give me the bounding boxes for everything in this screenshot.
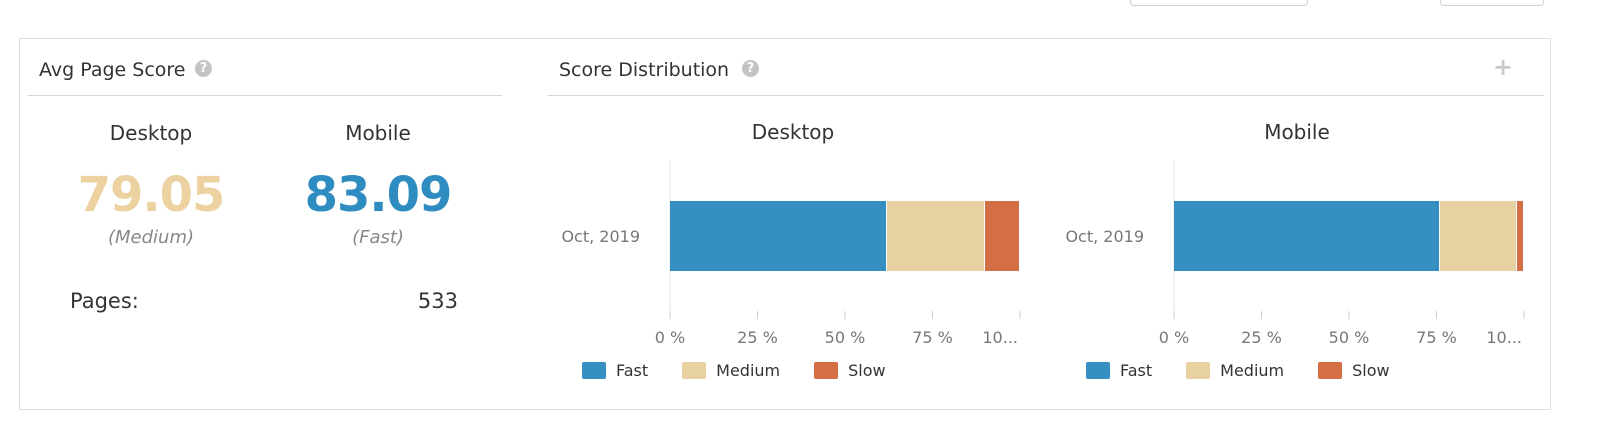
- legend-label: Slow: [1352, 361, 1390, 380]
- x-tick-label: 50 %: [825, 328, 866, 347]
- add-icon[interactable]: +: [1493, 53, 1514, 81]
- category-label: Oct, 2019: [561, 227, 640, 246]
- help-icon[interactable]: ?: [742, 60, 759, 77]
- x-tick-label: 50 %: [1329, 328, 1370, 347]
- avg-page-score-title: Avg Page Score: [39, 59, 186, 81]
- legend-label: Fast: [616, 361, 649, 380]
- bar-segment-medium[interactable]: [1440, 201, 1516, 271]
- bar-segment-fast[interactable]: [1174, 201, 1439, 271]
- legend-item-medium[interactable]: Medium: [1186, 361, 1284, 380]
- legend-item-slow[interactable]: Slow: [814, 361, 886, 380]
- chart-title: Desktop: [752, 120, 834, 144]
- legend-swatch: [814, 362, 839, 379]
- chart-svg: Desktop Oct, 2019 0 % 25 % 50 % 75 % 10...: [561, 120, 1021, 347]
- mobile-legend: Fast Medium Slow: [1086, 361, 1424, 380]
- x-tick-label: 10...: [982, 328, 1018, 347]
- left-divider: [28, 95, 502, 96]
- dashboard-card: Avg Page Score ? Desktop Mobile 79.05 83…: [19, 38, 1551, 410]
- legend-item-slow[interactable]: Slow: [1318, 361, 1390, 380]
- legend-label: Medium: [1220, 361, 1285, 380]
- legend-swatch: [682, 362, 707, 379]
- top-control-left[interactable]: [1130, 0, 1308, 6]
- mobile-rating: (Fast): [352, 227, 404, 248]
- legend-label: Slow: [848, 361, 886, 380]
- x-tick-label: 75 %: [912, 328, 953, 347]
- right-divider: [548, 95, 1544, 96]
- x-tick-label: 0 %: [1159, 328, 1189, 347]
- score-distribution-title: Score Distribution: [559, 59, 730, 81]
- legend-swatch: [1186, 362, 1211, 379]
- legend-swatch: [1086, 362, 1110, 379]
- legend-item-medium[interactable]: Medium: [682, 361, 780, 380]
- legend-item-fast[interactable]: Fast: [582, 361, 648, 380]
- x-tick-label: 25 %: [1241, 328, 1282, 347]
- bar-segment-slow[interactable]: [985, 201, 1019, 271]
- legend-swatch: [1318, 362, 1343, 379]
- mobile-label: Mobile: [345, 121, 411, 145]
- pages-value: 533: [417, 289, 458, 313]
- x-tick-label: 0 %: [655, 328, 685, 347]
- bar-segment-medium[interactable]: [887, 201, 984, 271]
- legend-label: Fast: [1120, 361, 1153, 380]
- desktop-distribution-chart: Desktop Oct, 2019 0 % 25 % 50 % 75 % 10...: [540, 111, 1040, 401]
- legend-swatch: [582, 362, 606, 379]
- x-tick-label: 10...: [1486, 328, 1522, 347]
- legend-item-fast[interactable]: Fast: [1086, 361, 1152, 380]
- top-control-right[interactable]: [1440, 0, 1544, 6]
- pages-label: Pages:: [70, 289, 139, 313]
- mobile-score: 83.09: [304, 167, 453, 223]
- chart-title: Mobile: [1264, 120, 1330, 144]
- desktop-score: 79.05: [77, 167, 226, 223]
- legend-label: Medium: [716, 361, 781, 380]
- x-tick-label: 75 %: [1416, 328, 1457, 347]
- desktop-rating: (Medium): [107, 227, 195, 248]
- help-icon[interactable]: ?: [195, 60, 212, 77]
- chart-svg: Mobile Oct, 2019 0 % 25 % 50 % 75 % 10...: [1065, 120, 1525, 347]
- bar-segment-slow[interactable]: [1517, 201, 1523, 271]
- category-label: Oct, 2019: [1065, 227, 1144, 246]
- bar-segment-fast[interactable]: [670, 201, 886, 271]
- desktop-label: Desktop: [109, 121, 193, 145]
- x-tick-label: 25 %: [737, 328, 778, 347]
- desktop-legend: Fast Medium Slow: [582, 361, 920, 380]
- mobile-distribution-chart: Mobile Oct, 2019 0 % 25 % 50 % 75 % 10...: [1044, 111, 1544, 401]
